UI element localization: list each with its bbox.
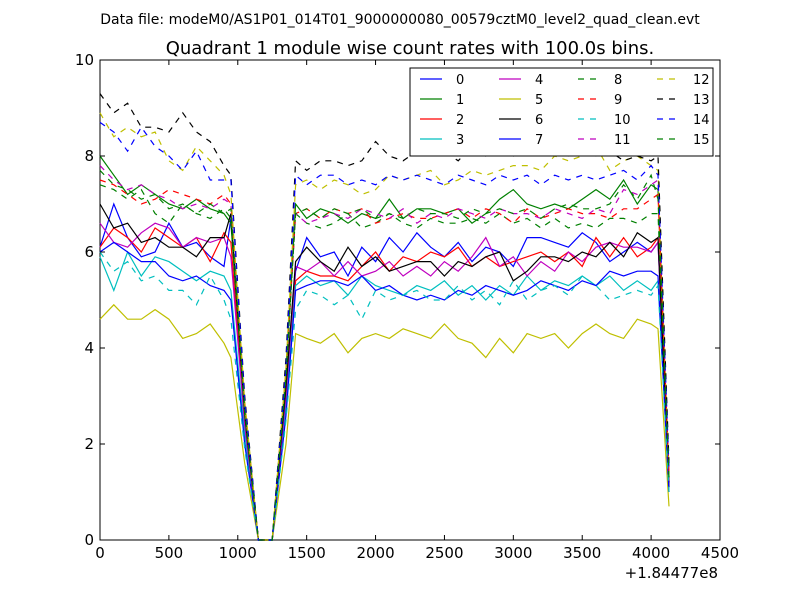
series-line-7 <box>99 241 670 541</box>
y-tick-label: 10 <box>75 51 94 69</box>
x-tick-label: 0 <box>95 544 105 562</box>
series-line-8 <box>99 184 670 541</box>
series-line-12 <box>99 112 670 541</box>
legend-label-8: 8 <box>614 73 622 88</box>
plot-area: 0 500 1000 1500 2000 2500 3000 3500 4000 4500 0 2 4 6… <box>75 51 739 562</box>
series-line-15 <box>99 169 670 541</box>
series-line-5 <box>99 303 670 541</box>
x-tick-label: 3500 <box>563 544 601 562</box>
x-tick-label: 2000 <box>356 544 394 562</box>
y-tick-label: 8 <box>84 147 94 165</box>
y-tick-label: 0 <box>84 531 94 549</box>
series-line-6 <box>99 203 670 541</box>
legend-label-2: 2 <box>456 113 464 128</box>
legend-label-0: 0 <box>456 73 464 88</box>
series-line-4 <box>99 222 670 541</box>
legend-label-3: 3 <box>456 133 464 148</box>
legend-label-7: 7 <box>535 133 543 148</box>
series-line-9 <box>99 179 670 541</box>
legend-label-10: 10 <box>614 113 631 128</box>
figure-suptitle: Data file: modeM0/AS1P01_014T01_90000000… <box>100 12 700 28</box>
legend-box <box>409 67 714 157</box>
x-tick-label: 4500 <box>701 544 739 562</box>
legend-label-12: 12 <box>693 73 710 88</box>
legend-label-4: 4 <box>535 73 543 88</box>
y-tick-label: 4 <box>84 339 94 357</box>
legend-label-5: 5 <box>535 93 543 108</box>
series-line-3 <box>99 250 670 541</box>
legend-label-13: 13 <box>693 93 710 108</box>
x-tick-label: 500 <box>155 544 184 562</box>
x-tick-label: 1000 <box>219 544 257 562</box>
y-tick-label: 6 <box>84 243 94 261</box>
legend-label-15: 15 <box>693 133 710 148</box>
series-line-2 <box>99 227 670 541</box>
series-lines <box>99 93 670 541</box>
axes-frame <box>99 59 721 541</box>
legend-label-6: 6 <box>535 113 543 128</box>
x-tick-label: 3000 <box>494 544 532 562</box>
legend-label-14: 14 <box>693 113 710 128</box>
y-tick-label: 2 <box>84 435 94 453</box>
series-line-0 <box>99 202 670 541</box>
series-line-14 <box>99 121 670 541</box>
x-offset-label: +1.84477e8 <box>625 564 718 582</box>
legend-label-11: 11 <box>614 133 631 148</box>
x-tick-label: 2500 <box>425 544 463 562</box>
legend-label-9: 9 <box>614 93 622 108</box>
legend-label-1: 1 <box>456 93 464 108</box>
chart-title: Quadrant 1 module wise count rates with … <box>166 38 655 59</box>
x-tick-label: 1500 <box>288 544 326 562</box>
x-tick-label: 4000 <box>632 544 670 562</box>
